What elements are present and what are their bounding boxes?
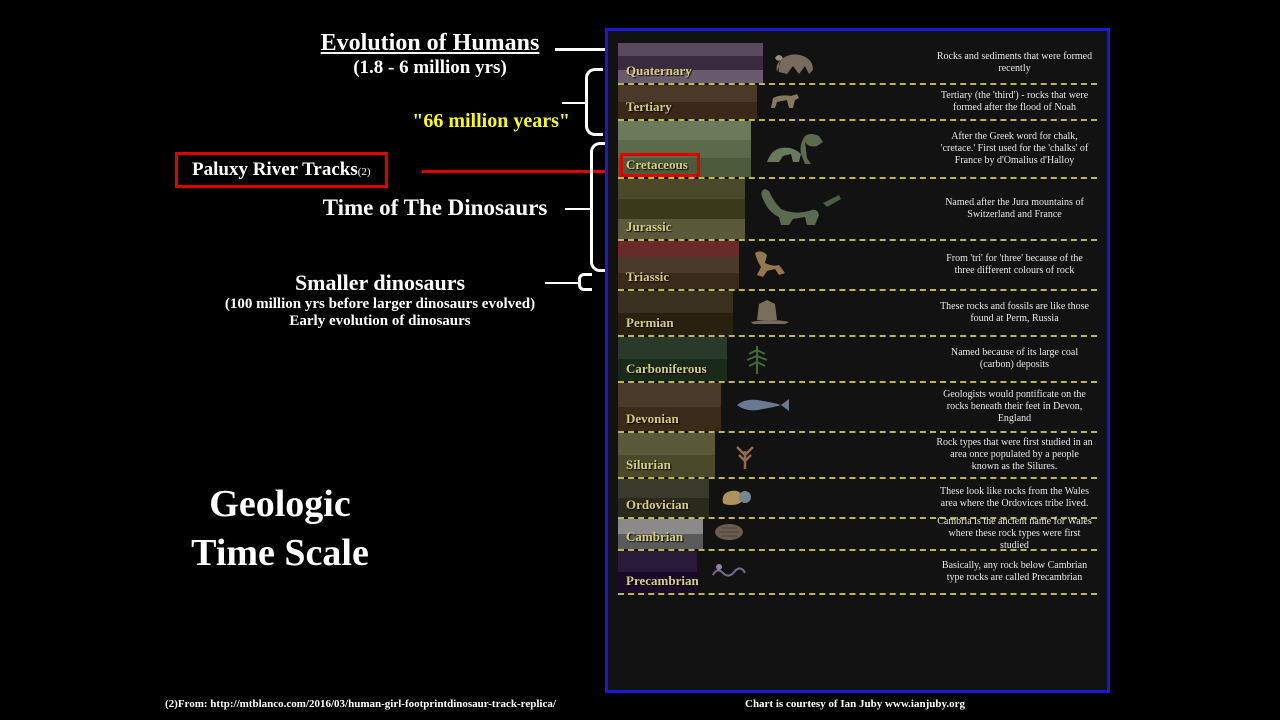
period-label: Triassic	[626, 269, 669, 285]
fauna-illustrations	[703, 519, 932, 549]
smaller-sub2: Early evolution of dinosaurs	[180, 313, 580, 330]
period-label: Cretaceous	[626, 157, 688, 173]
creature-icon	[733, 338, 783, 381]
period-row-quaternary: Quaternary Rocks and sediments that were …	[618, 43, 1097, 85]
paluxy-label: Paluxy River Tracks	[192, 159, 358, 180]
gap-bracket	[585, 68, 603, 136]
period-row-carboniferous: Carboniferous Named because of its large …	[618, 337, 1097, 383]
fauna-illustrations	[727, 337, 932, 381]
dino-connector	[565, 208, 591, 210]
creature-icon	[715, 483, 755, 514]
creature-icon	[721, 435, 771, 476]
fauna-illustrations	[715, 433, 932, 477]
smaller-sub: (100 million yrs before larger dinosaurs…	[180, 296, 580, 313]
period-description: These look like rocks from the Wales are…	[932, 484, 1097, 512]
period-description: Cambria is the ancient name for Wales wh…	[932, 514, 1097, 554]
humans-subtitle: (1.8 - 6 million yrs)	[270, 57, 590, 79]
period-label: Ordovician	[626, 497, 689, 513]
period-label: Jurassic	[626, 219, 672, 235]
period-description: These rocks and fossils are like those f…	[932, 299, 1097, 327]
period-label: Carboniferous	[626, 361, 707, 377]
creature-icon	[751, 183, 861, 236]
period-description: From 'tri' for 'three' because of the th…	[932, 251, 1097, 279]
period-label: Tertiary	[626, 99, 672, 115]
period-description: Tertiary (the 'third') - rocks that were…	[932, 88, 1097, 116]
fauna-illustrations	[757, 85, 932, 119]
fauna-illustrations	[697, 551, 932, 593]
gap-years: "66 million years"	[390, 110, 570, 133]
period-row-permian: Permian These rocks and fossils are like …	[618, 291, 1097, 337]
smaller-title: Smaller dinosaurs	[180, 270, 580, 296]
smaller-annotation: Smaller dinosaurs (100 million yrs befor…	[180, 270, 580, 330]
paluxy-annotation: Paluxy River Tracks(2)	[175, 152, 388, 188]
period-label: Precambrian	[626, 573, 699, 589]
fauna-illustrations	[733, 291, 932, 335]
fauna-illustrations	[763, 43, 932, 83]
fauna-illustrations	[721, 383, 932, 431]
period-row-precambrian: Precambrian Basically, any rock below Cam…	[618, 551, 1097, 595]
humans-title: Evolution of Humans	[270, 30, 590, 57]
period-label: Devonian	[626, 411, 679, 427]
period-description: Rock types that were first studied in an…	[932, 435, 1097, 475]
footnote: (2)From: http://mtblanco.com/2016/03/hum…	[165, 698, 556, 710]
creature-icon	[745, 245, 805, 286]
smaller-bracket	[578, 273, 592, 291]
period-label: Quaternary	[626, 63, 692, 79]
fauna-illustrations	[739, 241, 932, 289]
period-description: Rocks and sediments that were formed rec…	[932, 49, 1097, 77]
humans-annotation: Evolution of Humans (1.8 - 6 million yrs…	[270, 30, 590, 79]
fauna-illustrations	[751, 121, 932, 177]
smaller-connector	[545, 282, 579, 284]
creature-icon	[739, 294, 809, 333]
creature-icon	[703, 555, 753, 590]
creature-icon	[763, 86, 813, 119]
annotations-panel: Evolution of Humans (1.8 - 6 million yrs…	[0, 0, 600, 720]
dino-bracket	[590, 142, 606, 272]
fauna-illustrations	[745, 179, 932, 239]
period-description: Named after the Jura mountains of Switze…	[932, 195, 1097, 223]
period-label: Cambrian	[626, 529, 683, 545]
credit: Chart is courtesy of Ian Juby www.ianjub…	[745, 698, 965, 710]
gap-connector	[562, 102, 586, 104]
period-description: Named because of its large coal (carbon)…	[932, 345, 1097, 373]
period-row-cretaceous: Cretaceous After the Greek word for chalk…	[618, 121, 1097, 179]
geologic-chart: Quaternary Rocks and sediments that were …	[605, 28, 1110, 693]
period-row-ordovician: Ordovician These look like rocks from the…	[618, 479, 1097, 519]
main-title: Geologic Time Scale	[130, 480, 430, 579]
period-row-triassic: Triassic From 'tri' for 'three' because o…	[618, 241, 1097, 291]
paluxy-box: Paluxy River Tracks(2)	[175, 152, 388, 188]
period-description: Basically, any rock below Cambrian type …	[932, 558, 1097, 586]
dinosaurs-annotation: Time of The Dinosaurs	[280, 195, 590, 221]
periods-container: Quaternary Rocks and sediments that were …	[618, 43, 1097, 595]
period-row-tertiary: Tertiary Tertiary (the 'third') - rocks t…	[618, 85, 1097, 121]
period-row-silurian: Silurian Rock types that were first studi…	[618, 433, 1097, 479]
creature-icon	[769, 44, 829, 83]
period-row-devonian: Devonian Geologists would pontificate on …	[618, 383, 1097, 433]
period-description: After the Greek word for chalk, 'cretace…	[932, 129, 1097, 169]
period-description: Geologists would pontificate on the rock…	[932, 387, 1097, 427]
period-label: Permian	[626, 315, 674, 331]
period-label: Silurian	[626, 457, 671, 473]
period-row-cambrian: CambrianCambria is the ancient name for …	[618, 519, 1097, 551]
paluxy-ref: (2)	[358, 166, 371, 178]
fauna-illustrations	[709, 479, 932, 517]
period-row-jurassic: Jurassic Named after the Jura mountains o…	[618, 179, 1097, 241]
creature-icon	[727, 391, 797, 424]
dinosaurs-title: Time of The Dinosaurs	[280, 195, 590, 221]
creature-icon	[709, 521, 749, 548]
creature-icon	[757, 126, 847, 173]
